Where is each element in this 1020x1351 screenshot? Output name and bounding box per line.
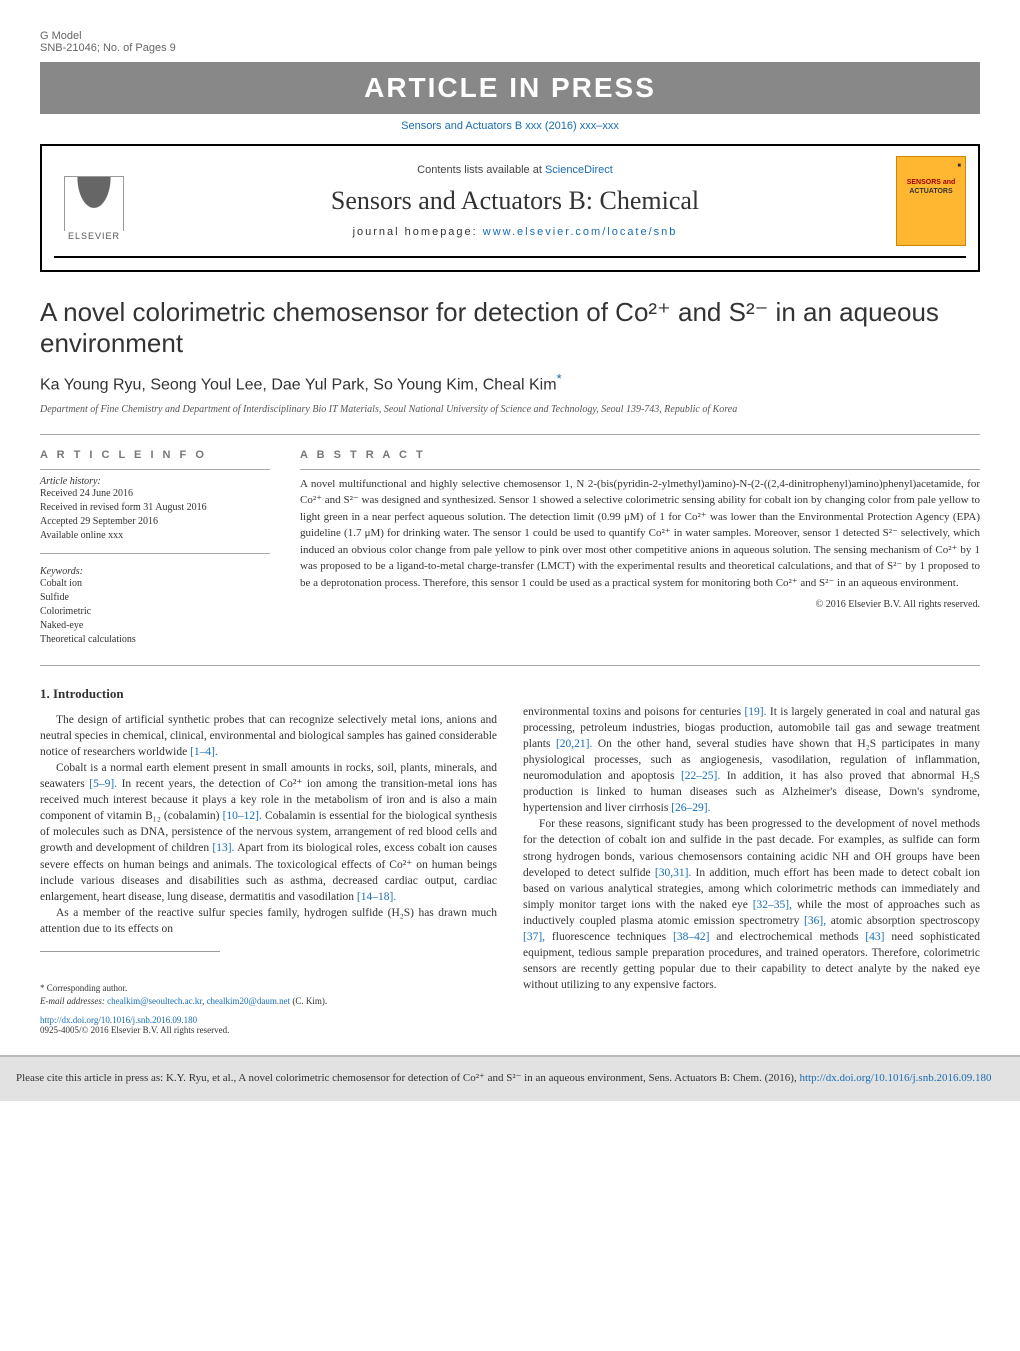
ref-20-21[interactable]: [20,21]. bbox=[556, 738, 592, 750]
section-1-head: 1. Introduction bbox=[40, 686, 497, 702]
article-info-column: A R T I C L E I N F O Article history: R… bbox=[40, 449, 270, 647]
ref-26-29[interactable]: [26–29]. bbox=[671, 802, 710, 814]
cover-text-sub: ACTUATORS bbox=[907, 188, 956, 195]
keywords-label: Keywords: bbox=[40, 566, 270, 577]
g-model-label: G Model bbox=[40, 30, 176, 42]
email-line: E-mail addresses: chealkim@seoultech.ac.… bbox=[40, 995, 497, 1008]
ref-43[interactable]: [43] bbox=[865, 931, 884, 943]
cite-doi-link[interactable]: http://dx.doi.org/10.1016/j.snb.2016.09.… bbox=[799, 1072, 991, 1084]
journal-header-box: ELSEVIER Contents lists available at Sci… bbox=[40, 144, 980, 272]
body-right-column: environmental toxins and poisons for cen… bbox=[523, 666, 980, 1036]
abstract-copyright: © 2016 Elsevier B.V. All rights reserved… bbox=[300, 599, 980, 610]
keyword-0: Cobalt ion bbox=[40, 577, 270, 591]
keywords-block: Keywords: Cobalt ion Sulfide Colorimetri… bbox=[40, 566, 270, 647]
journal-header-center: Contents lists available at ScienceDirec… bbox=[134, 164, 896, 238]
keyword-2: Colorimetric bbox=[40, 605, 270, 619]
received-date: Received 24 June 2016 bbox=[40, 487, 270, 501]
elsevier-label: ELSEVIER bbox=[68, 231, 120, 241]
ref-38-42[interactable]: [38–42] bbox=[673, 931, 709, 943]
authors-line: Ka Young Ryu, Seong Youl Lee, Dae Yul Pa… bbox=[40, 371, 980, 394]
issn-copyright: 0925-4005/© 2016 Elsevier B.V. All right… bbox=[40, 1025, 497, 1035]
info-abstract-row: A R T I C L E I N F O Article history: R… bbox=[40, 435, 980, 665]
snb-ref-label: SNB-21046; No. of Pages 9 bbox=[40, 42, 176, 54]
affiliation: Department of Fine Chemistry and Departm… bbox=[40, 403, 980, 416]
email-tail: (C. Kim). bbox=[290, 996, 327, 1006]
page-root: G Model SNB-21046; No. of Pages 9 ARTICL… bbox=[0, 0, 1020, 1101]
email-label: E-mail addresses: bbox=[40, 996, 107, 1006]
keyword-3: Naked-eye bbox=[40, 619, 270, 633]
authors-names: Ka Young Ryu, Seong Youl Lee, Dae Yul Pa… bbox=[40, 377, 557, 394]
intro-p2: Cobalt is a normal earth element present… bbox=[40, 760, 497, 905]
contents-text: Contents lists available at bbox=[417, 164, 545, 176]
p3-text: As a member of the reactive sulfur speci… bbox=[40, 907, 497, 935]
abstract-head: A B S T R A C T bbox=[300, 449, 980, 461]
article-title: A novel colorimetric chemosensor for det… bbox=[40, 297, 980, 359]
revised-date: Received in revised form 31 August 2016 bbox=[40, 501, 270, 515]
keyword-1: Sulfide bbox=[40, 591, 270, 605]
journal-issue-link[interactable]: Sensors and Actuators B xxx (2016) xxx–x… bbox=[40, 120, 980, 132]
ref-36[interactable]: [36], bbox=[804, 915, 826, 927]
ref-5-9[interactable]: [5–9]. bbox=[89, 778, 117, 790]
body-two-column: 1. Introduction The design of artificial… bbox=[40, 666, 980, 1036]
keyword-4: Theoretical calculations bbox=[40, 633, 270, 647]
corresponding-star-line: * Corresponding author. bbox=[40, 982, 497, 995]
corresponding-star: * bbox=[557, 371, 562, 386]
ref-1-4[interactable]: [1–4]. bbox=[190, 746, 218, 758]
ref-19[interactable]: [19]. bbox=[744, 706, 766, 718]
abstract-column: A B S T R A C T A novel multifunctional … bbox=[300, 449, 980, 647]
intro-p3: As a member of the reactive sulfur speci… bbox=[40, 905, 497, 937]
intro-p1: The design of artificial synthetic probe… bbox=[40, 712, 497, 760]
online-date: Available online xxx bbox=[40, 529, 270, 543]
hr-info-2 bbox=[40, 553, 270, 554]
homepage-label: journal homepage: bbox=[353, 226, 483, 238]
journal-homepage-line: journal homepage: www.elsevier.com/locat… bbox=[134, 226, 896, 238]
p1-text: The design of artificial synthetic probe… bbox=[40, 714, 497, 758]
p5f-text: and electrochemical methods bbox=[709, 931, 865, 943]
p5d-text: atomic absorption spectroscopy bbox=[826, 915, 980, 927]
journal-header-row: ELSEVIER Contents lists available at Sci… bbox=[54, 146, 966, 256]
ref-13[interactable]: [13]. bbox=[212, 842, 234, 854]
abstract-text: A novel multifunctional and highly selec… bbox=[300, 470, 980, 592]
header-left: G Model SNB-21046; No. of Pages 9 bbox=[40, 30, 176, 54]
cover-corner-icon: ■ bbox=[901, 163, 961, 169]
ref-22-25[interactable]: [22–25]. bbox=[681, 770, 720, 782]
corresponding-note: * Corresponding author. E-mail addresses… bbox=[40, 982, 497, 1007]
intro-p4: environmental toxins and poisons for cen… bbox=[523, 704, 980, 817]
body-left-column: 1. Introduction The design of artificial… bbox=[40, 666, 497, 1036]
history-label: Article history: bbox=[40, 476, 270, 487]
cite-text: Please cite this article in press as: K.… bbox=[16, 1072, 799, 1084]
article-info-head: A R T I C L E I N F O bbox=[40, 449, 270, 461]
journal-cover-thumbnail: ■ SENSORS and ACTUATORS bbox=[896, 156, 966, 246]
citation-box: Please cite this article in press as: K.… bbox=[0, 1055, 1020, 1100]
ref-37[interactable]: [37], bbox=[523, 931, 545, 943]
ref-10-12[interactable]: [10–12]. bbox=[223, 810, 262, 822]
intro-p5: For these reasons, significant study has… bbox=[523, 816, 980, 993]
ref-30-31[interactable]: [30,31]. bbox=[655, 867, 691, 879]
doi-block: http://dx.doi.org/10.1016/j.snb.2016.09.… bbox=[40, 1015, 497, 1035]
sciencedirect-link[interactable]: ScienceDirect bbox=[545, 164, 613, 176]
cover-text-main: SENSORS and bbox=[907, 179, 956, 186]
ref-14-18[interactable]: [14–18]. bbox=[357, 891, 396, 903]
email-2[interactable]: chealkim20@daum.net bbox=[207, 996, 291, 1006]
journal-box-bottom-rule bbox=[54, 256, 966, 258]
elsevier-tree-icon bbox=[64, 176, 124, 231]
homepage-link[interactable]: www.elsevier.com/locate/snb bbox=[483, 226, 678, 238]
p5e-text: fluorescence techniques bbox=[545, 931, 673, 943]
header-top: G Model SNB-21046; No. of Pages 9 bbox=[40, 30, 980, 54]
footnote-separator bbox=[40, 951, 220, 952]
contents-line: Contents lists available at ScienceDirec… bbox=[134, 164, 896, 176]
journal-title: Sensors and Actuators B: Chemical bbox=[134, 186, 896, 216]
article-in-press-banner: ARTICLE IN PRESS bbox=[40, 62, 980, 114]
accepted-date: Accepted 29 September 2016 bbox=[40, 515, 270, 529]
email-1[interactable]: chealkim@seoultech.ac.kr bbox=[107, 996, 202, 1006]
ref-32-35[interactable]: [32–35], bbox=[753, 899, 792, 911]
doi-link[interactable]: http://dx.doi.org/10.1016/j.snb.2016.09.… bbox=[40, 1015, 497, 1025]
elsevier-logo: ELSEVIER bbox=[54, 161, 134, 241]
p4-text: environmental toxins and poisons for cen… bbox=[523, 706, 744, 718]
